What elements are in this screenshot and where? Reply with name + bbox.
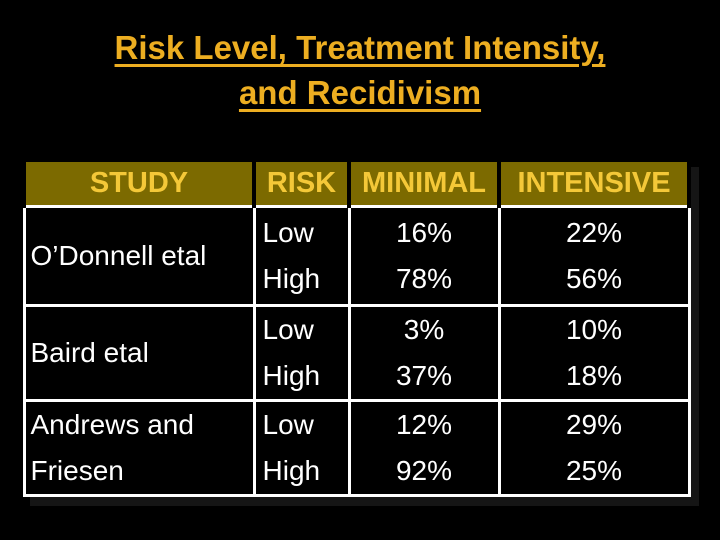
slide-title-line1: Risk Level, Treatment Intensity, [114,29,606,66]
slide-title-line2: and Recidivism [238,74,482,111]
intensive-value-low: 22% [565,217,623,248]
study-name: Andrews and Friesen [22,399,256,497]
risk-level-high: High [262,455,321,486]
minimal-value-high: 78% [395,263,453,294]
column-header-study: STUDY [22,158,256,208]
risk-level-high: High [262,360,321,391]
risk-cell: Low High [252,399,351,497]
minimal-value-high: 37% [395,360,453,391]
risk-cell: Low High [252,205,351,307]
minimal-value-low: 12% [395,409,453,440]
minimal-cell: 12% 92% [347,399,501,497]
column-header-risk: RISK [252,158,351,208]
intensive-cell: 29% 25% [497,399,691,497]
intensive-value-low: 10% [565,314,623,345]
minimal-cell: 16% 78% [347,205,501,307]
risk-level-low: Low [262,409,314,440]
study-name: Baird etal [22,304,256,402]
intensive-cell: 10% 18% [497,304,691,402]
minimal-value-low: 3% [403,314,445,345]
table-row: O’Donnell etal Low High 16% 78% 22% 56% [22,205,691,307]
table-row: Baird etal Low High 3% 37% 10% 18% [22,304,691,402]
minimal-cell: 3% 37% [347,304,501,402]
risk-level-low: Low [262,314,314,345]
slide-title: Risk Level, Treatment Intensity, and Rec… [0,25,720,115]
minimal-value-high: 92% [395,455,453,486]
column-header-intensive: INTENSIVE [497,158,691,208]
intensive-value-high: 25% [565,455,623,486]
intensive-value-high: 56% [565,263,623,294]
intensive-cell: 22% 56% [497,205,691,307]
risk-cell: Low High [252,304,351,402]
results-table: STUDY RISK MINIMAL INTENSIVE O’Donnell e… [22,158,691,497]
intensive-value-high: 18% [565,360,623,391]
column-header-minimal: MINIMAL [347,158,501,208]
risk-level-low: Low [262,217,314,248]
study-name: O’Donnell etal [22,205,256,307]
minimal-value-low: 16% [395,217,453,248]
table-header-row: STUDY RISK MINIMAL INTENSIVE [22,158,691,208]
table-row: Andrews and Friesen Low High 12% 92% 29%… [22,399,691,497]
intensive-value-low: 29% [565,409,623,440]
risk-level-high: High [262,263,321,294]
